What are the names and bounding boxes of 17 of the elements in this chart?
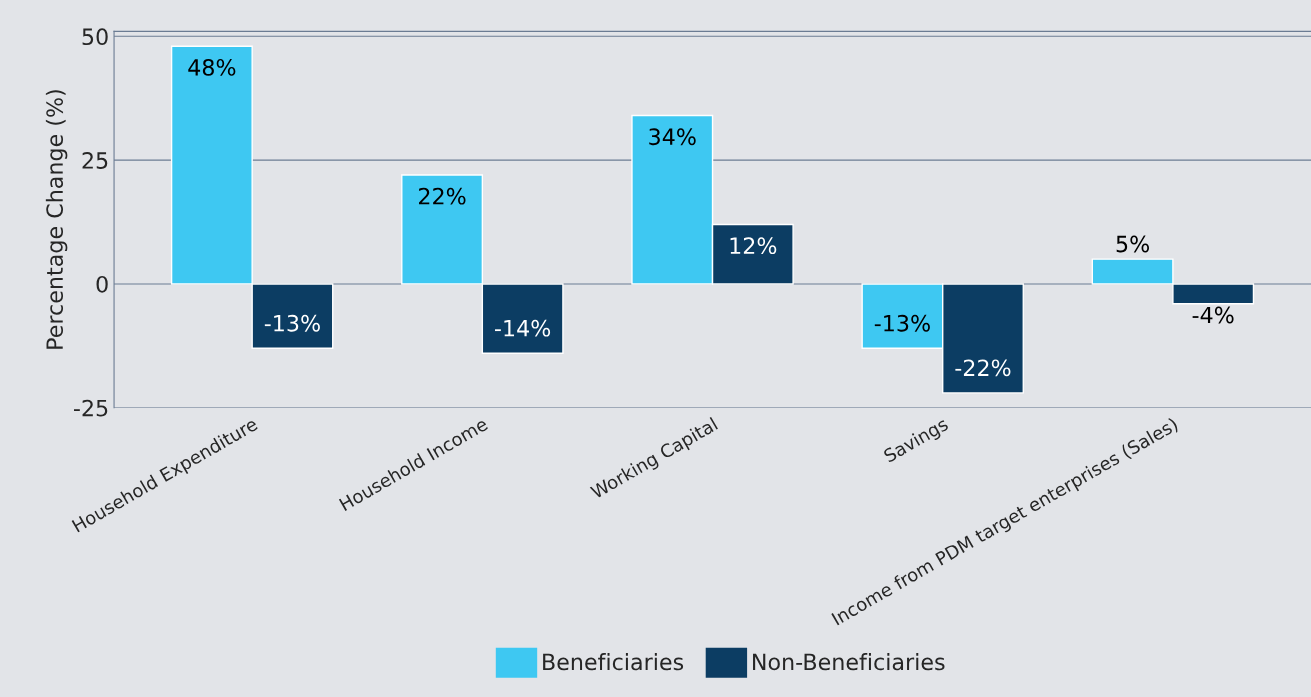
data-label: -4% <box>1192 306 1234 324</box>
data-label: 48% <box>188 59 236 76</box>
data-label: 34% <box>649 128 696 146</box>
data-label: -14% <box>495 319 551 337</box>
y-tick-label: 0 <box>96 275 108 293</box>
data-label: 12% <box>730 237 777 255</box>
y-tick-label: 50 <box>82 28 108 46</box>
legend-label: Non-Beneficiaries <box>753 653 945 671</box>
data-label: 22% <box>419 187 466 205</box>
y-tick-label: -25 <box>73 399 108 417</box>
y-tick-label: 25 <box>82 152 108 169</box>
legend-label: Beneficiaries <box>543 653 684 671</box>
data-label: 5% <box>1116 235 1150 253</box>
data-label: -13% <box>264 314 320 332</box>
data-label: -13% <box>874 314 930 332</box>
data-label: -22% <box>955 359 1011 377</box>
y-axis-title: Percentage Change (%) <box>45 90 68 349</box>
